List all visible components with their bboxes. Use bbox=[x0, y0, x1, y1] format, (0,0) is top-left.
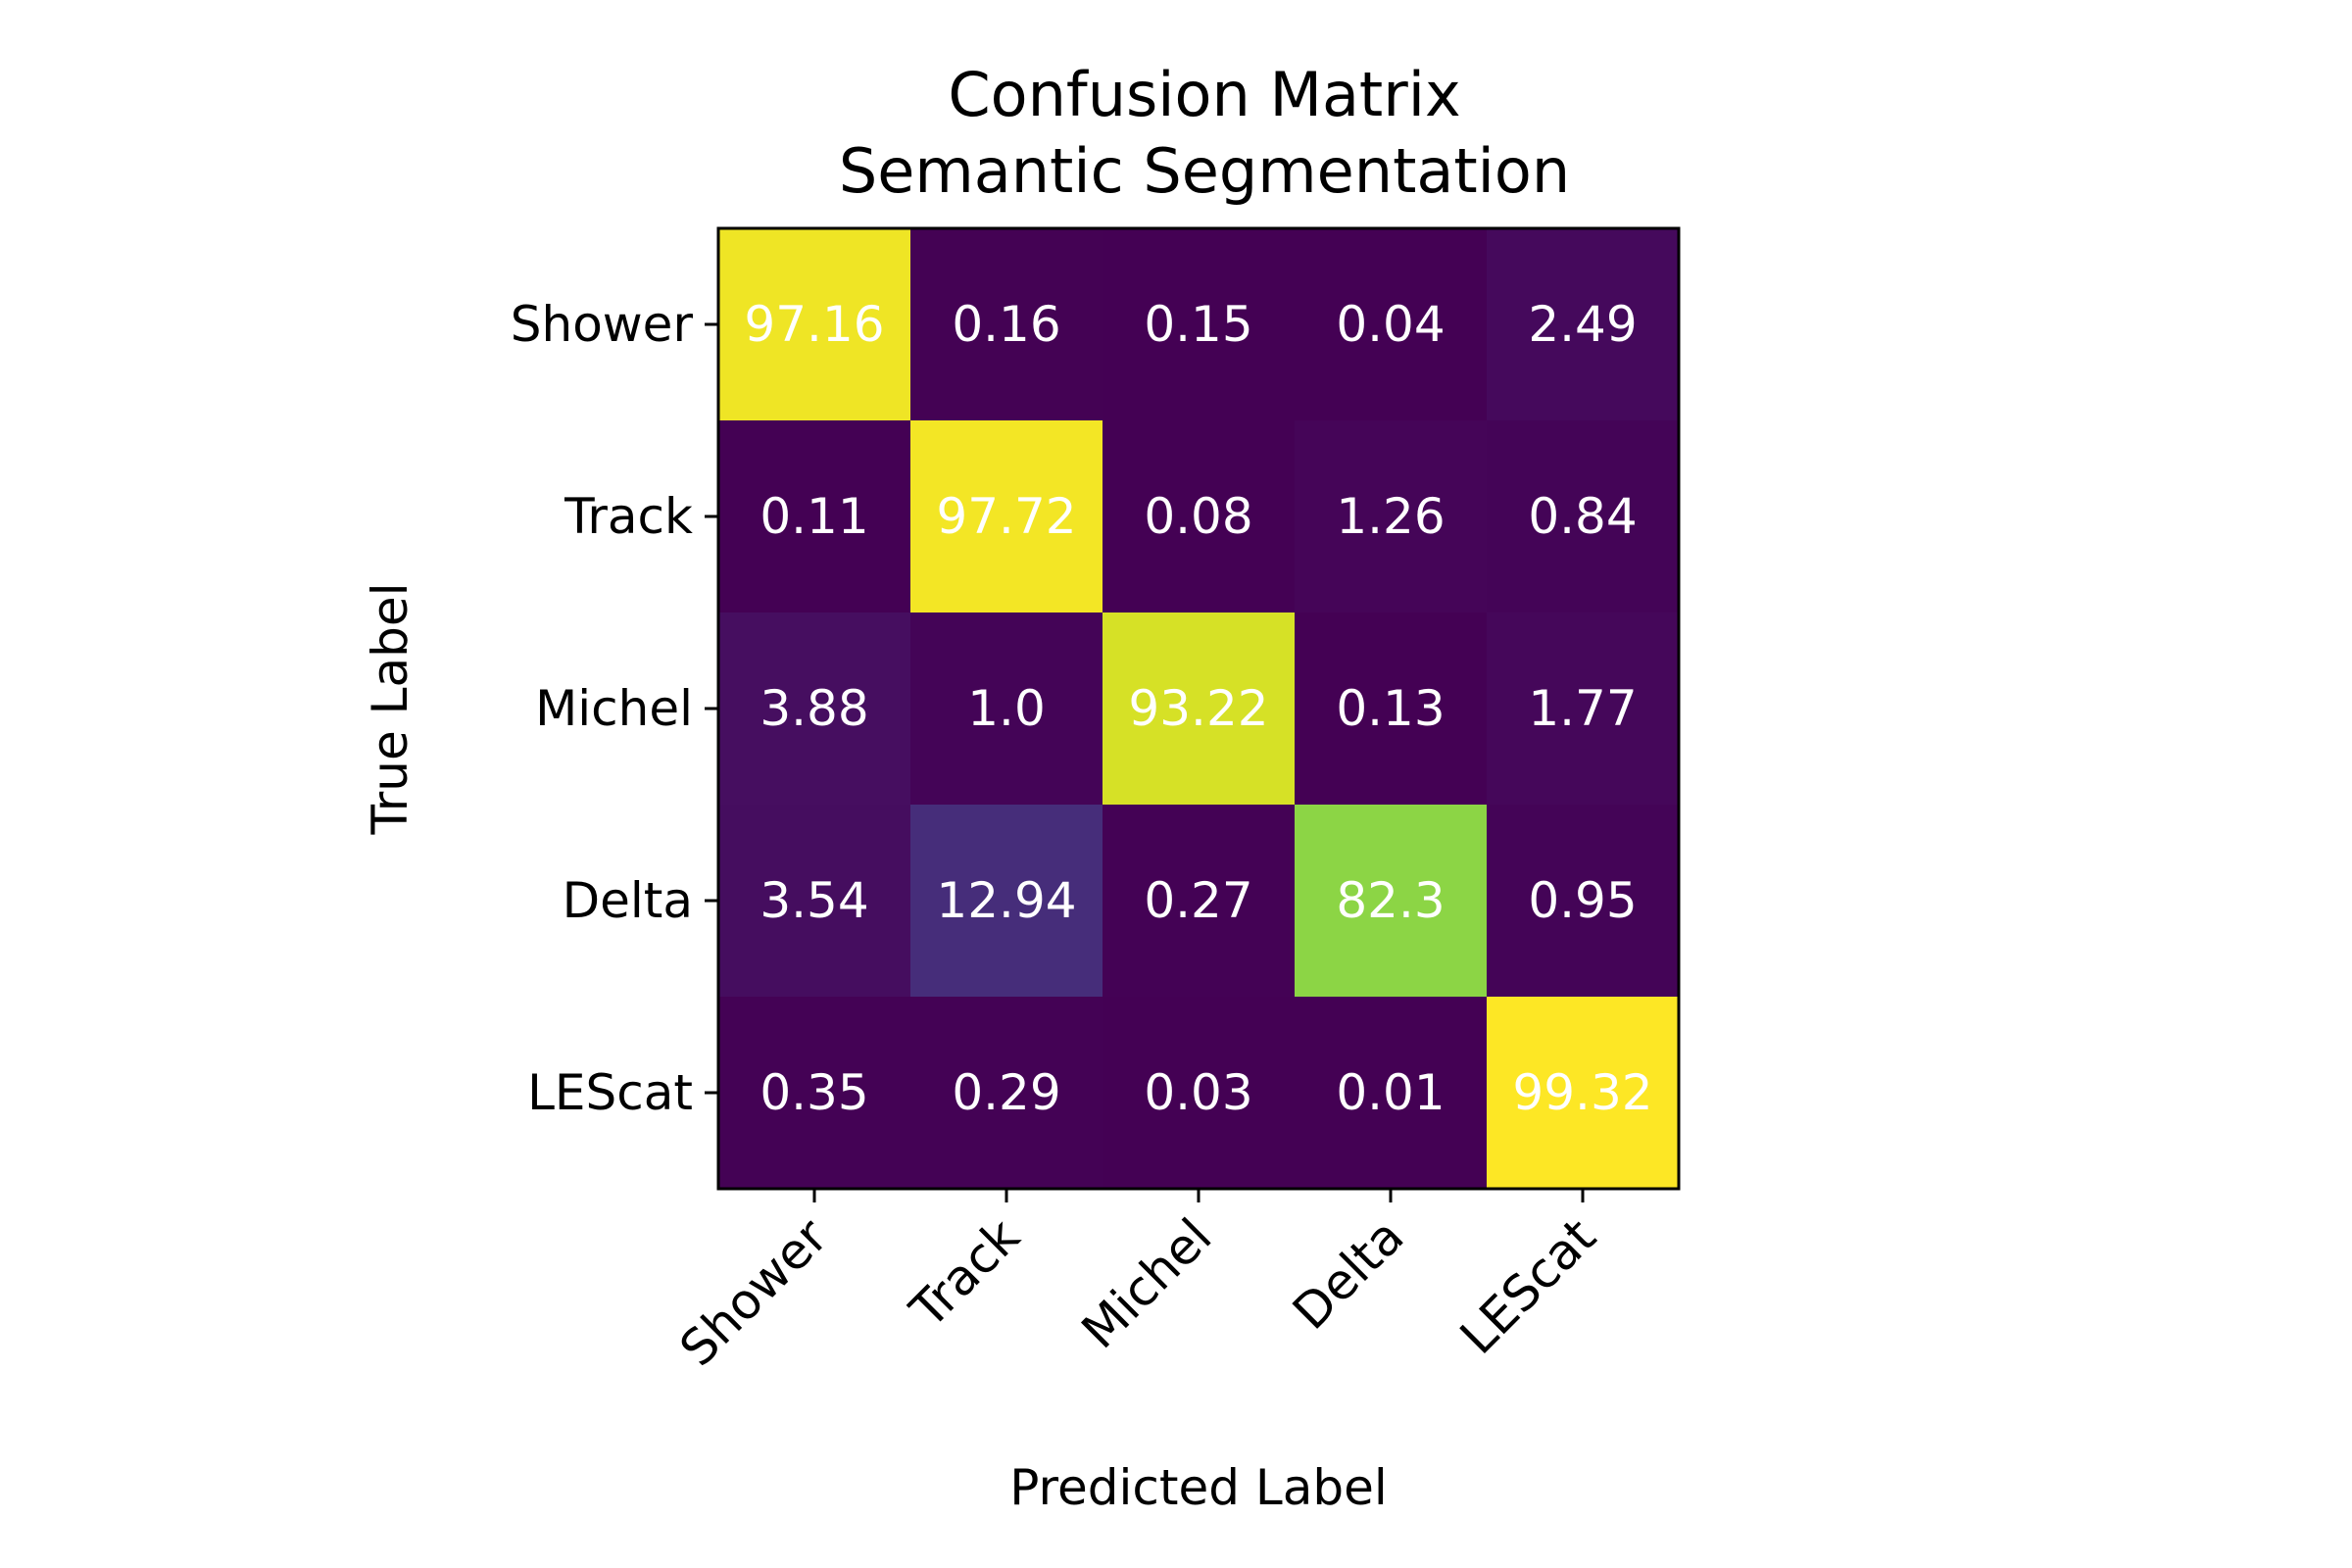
heatmap-cell bbox=[1295, 228, 1488, 421]
heatmap-cell bbox=[1102, 228, 1296, 421]
cell-value-label: 0.04 bbox=[1336, 296, 1445, 353]
cell-value-label: 1.0 bbox=[967, 680, 1046, 737]
heatmap-cell bbox=[910, 997, 1103, 1190]
y-tick-label: Shower bbox=[511, 296, 694, 353]
cell-value-label: 97.16 bbox=[744, 296, 884, 353]
x-tick-label: Michel bbox=[1071, 1207, 1223, 1359]
heatmap-cell bbox=[718, 228, 911, 421]
heatmap-cell bbox=[1102, 612, 1296, 806]
cell-value-label: 1.77 bbox=[1528, 680, 1637, 737]
cell-value-label: 0.01 bbox=[1336, 1064, 1445, 1121]
y-tick-label: Michel bbox=[535, 680, 693, 737]
heatmap-cell bbox=[1487, 997, 1680, 1190]
y-tick-label: Delta bbox=[563, 872, 693, 929]
y-tick-label: Track bbox=[564, 488, 693, 545]
heatmap-value-labels: 97.16 0.16 0.15 0.04 2.49 0.11 97.72 0.08 1.26 0.… bbox=[744, 296, 1652, 1121]
x-tick-label: Shower bbox=[669, 1207, 839, 1377]
heatmap-cell bbox=[910, 228, 1103, 421]
cell-value-label: 12.94 bbox=[936, 872, 1076, 929]
heatmap-cell bbox=[910, 805, 1103, 998]
cell-value-label: 0.84 bbox=[1528, 488, 1637, 545]
cell-value-label: 0.13 bbox=[1336, 680, 1445, 737]
heatmap-cell bbox=[1487, 612, 1680, 806]
chart-title-line-1: Confusion Matrix bbox=[948, 59, 1460, 130]
cell-value-label: 82.3 bbox=[1336, 872, 1445, 929]
heatmap-cell bbox=[1295, 612, 1488, 806]
cell-value-label: 99.32 bbox=[1512, 1064, 1652, 1121]
cell-value-label: 0.16 bbox=[952, 296, 1060, 353]
heatmap-cell bbox=[1295, 997, 1488, 1190]
cell-value-label: 0.35 bbox=[760, 1064, 868, 1121]
y-axis-ticks: Shower Track Michel Delta LEScat bbox=[511, 296, 718, 1121]
heatmap-cell bbox=[1487, 805, 1680, 998]
x-tick-label: Delta bbox=[1282, 1207, 1414, 1340]
x-axis-label: Predicted Label bbox=[1009, 1459, 1388, 1516]
y-tick-label: LEScat bbox=[527, 1064, 693, 1121]
heatmap-cell bbox=[718, 805, 911, 998]
heatmap-cell bbox=[1295, 420, 1488, 613]
cell-value-label: 0.15 bbox=[1144, 296, 1252, 353]
cell-value-label: 0.08 bbox=[1144, 488, 1252, 545]
x-axis-ticks: Shower Track Michel Delta LEScat bbox=[669, 1189, 1606, 1377]
heatmap-cell bbox=[910, 420, 1103, 613]
heatmap-cells bbox=[718, 228, 1680, 1190]
x-tick-label: LEScat bbox=[1449, 1207, 1606, 1364]
cell-value-label: 0.27 bbox=[1144, 872, 1252, 929]
cell-value-label: 93.22 bbox=[1128, 680, 1268, 737]
heatmap-cell bbox=[1102, 997, 1296, 1190]
heatmap-cell bbox=[1102, 805, 1296, 998]
heatmap-cell bbox=[910, 612, 1103, 806]
x-tick-label: Track bbox=[899, 1207, 1030, 1339]
cell-value-label: 0.11 bbox=[760, 488, 868, 545]
cell-value-label: 97.72 bbox=[936, 488, 1076, 545]
heatmap-cell bbox=[1487, 228, 1680, 421]
heatmap-cell bbox=[1487, 420, 1680, 613]
chart-title-line-2: Semantic Segmentation bbox=[839, 135, 1570, 207]
heatmap-cell bbox=[718, 420, 911, 613]
heatmap-cell bbox=[718, 612, 911, 806]
cell-value-label: 3.54 bbox=[760, 872, 868, 929]
cell-value-label: 3.88 bbox=[760, 680, 868, 737]
cell-value-label: 0.29 bbox=[952, 1064, 1060, 1121]
cell-value-label: 0.95 bbox=[1528, 872, 1637, 929]
cell-value-label: 1.26 bbox=[1336, 488, 1445, 545]
cell-value-label: 2.49 bbox=[1528, 296, 1637, 353]
heatmap-cell bbox=[1295, 805, 1488, 998]
heatmap-cell bbox=[718, 997, 911, 1190]
heatmap-cell bbox=[1102, 420, 1296, 613]
cell-value-label: 0.03 bbox=[1144, 1064, 1252, 1121]
y-axis-label: True Label bbox=[362, 583, 418, 836]
